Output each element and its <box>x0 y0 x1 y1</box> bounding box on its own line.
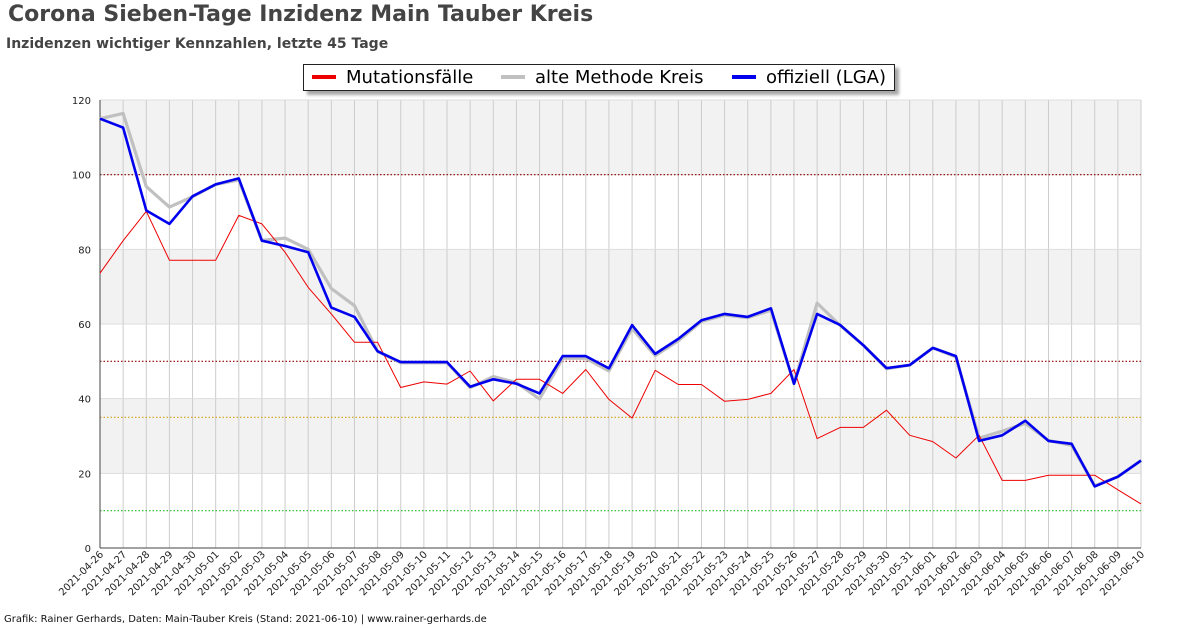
y-tick-label: 120 <box>72 96 91 107</box>
legend-swatch-alte-methode <box>501 74 525 79</box>
y-tick-label: 40 <box>78 395 91 406</box>
y-tick-label: 0 <box>85 544 91 555</box>
legend: Mutationsfälle alte Methode Kreis offizi… <box>303 64 895 91</box>
series-line <box>99 210 1142 505</box>
chart-subtitle: Inzidenzen wichtiger Kennzahlen, letzte … <box>6 36 389 52</box>
legend-swatch-mutationsfaelle <box>312 74 336 79</box>
legend-label-offiziell: offiziell (LGA) <box>766 67 886 88</box>
chart-title: Corona Sieben-Tage Inzidenz Main Tauber … <box>8 2 594 27</box>
y-tick-label: 100 <box>72 171 91 182</box>
background-band <box>100 398 1141 474</box>
background-band <box>100 100 1141 175</box>
y-tick-label: 20 <box>78 469 91 480</box>
legend-label-mutationsfaelle: Mutationsfälle <box>346 67 474 88</box>
legend-label-alte-methode: alte Methode Kreis <box>535 67 704 88</box>
y-tick-label: 60 <box>78 320 91 331</box>
legend-item-mutationsfaelle: Mutationsfälle <box>312 67 473 89</box>
background-band <box>100 249 1141 324</box>
legend-item-alte-methode: alte Methode Kreis <box>501 67 703 89</box>
legend-item-offiziell: offiziell (LGA) <box>732 67 886 89</box>
footer-credit: Grafik: Rainer Gerhards, Daten: Main-Tau… <box>4 614 487 625</box>
y-tick-label: 80 <box>78 245 91 256</box>
legend-swatch-offiziell <box>732 74 756 79</box>
series-line <box>99 117 1142 488</box>
